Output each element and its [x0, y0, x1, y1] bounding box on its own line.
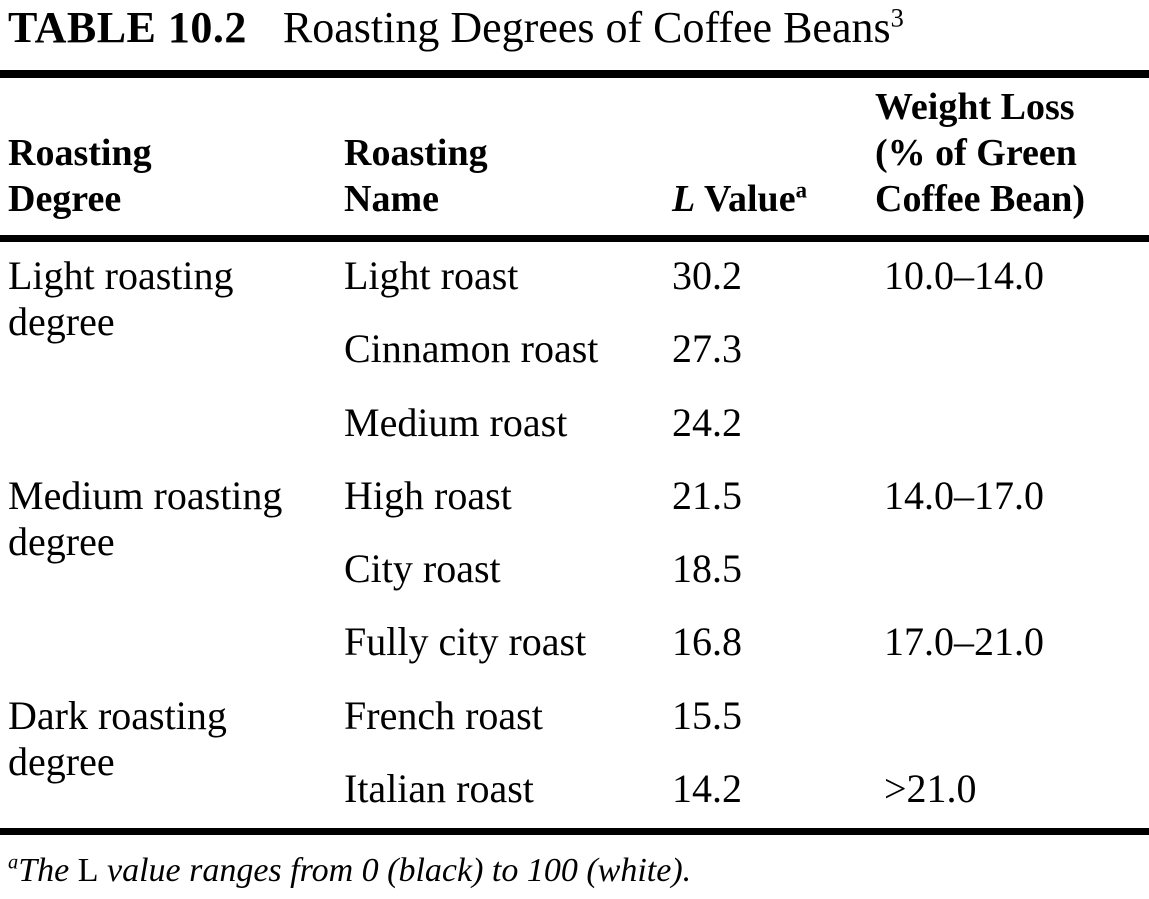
title-superscript: 3 — [890, 2, 904, 33]
cell-degree: Dark roasting degree — [8, 692, 227, 784]
table-body: Light roasting degree Light roast 30.2 1… — [0, 242, 1149, 828]
col-header-roasting-name: Roasting Name — [344, 132, 488, 220]
cell-weight-loss — [875, 315, 1141, 388]
footnote-marker: a — [8, 851, 19, 874]
header-separator-rule — [0, 235, 1149, 242]
col-header-weight-loss: Weight Loss (% of Green Coffee Bean) — [875, 86, 1085, 220]
cell-l-value: 18.5 — [672, 546, 742, 592]
cell-l-value: 14.2 — [672, 766, 742, 812]
cell-l-value: 16.8 — [672, 619, 742, 665]
footnote: aThe L value ranges from 0 (black) to 10… — [8, 850, 691, 892]
cell-weight-loss: 10.0–14.0 — [884, 253, 1044, 298]
cell-weight-loss: 14.0–17.0 — [884, 472, 1044, 518]
cell-degree: Medium roasting degree — [8, 472, 283, 564]
cell-name: French roast — [344, 692, 543, 738]
cell-weight-loss — [875, 682, 1141, 755]
cell-name: Fully city roast — [344, 619, 587, 665]
cell-name: Medium roast — [344, 399, 568, 445]
cell-degree — [8, 608, 344, 681]
cell-degree — [8, 535, 344, 608]
col-header-l-value: L Valuea — [672, 177, 807, 220]
cell-name: Light roast — [344, 253, 519, 298]
cell-name: Italian roast — [344, 766, 534, 812]
cell-weight-loss: 17.0–21.0 — [884, 619, 1044, 665]
bottom-rule — [0, 828, 1149, 835]
cell-name: High roast — [344, 472, 512, 518]
footnote-post-text: value ranges from 0 (black) to 100 (whit… — [106, 852, 692, 889]
table-title: TABLE 10.2 Roasting Degrees of Coffee Bea… — [8, 2, 904, 54]
table-title-label: TABLE 10.2 — [8, 3, 247, 52]
cell-l-value: 24.2 — [672, 399, 742, 445]
cell-degree — [8, 389, 344, 462]
table-title-text: Roasting Degrees of Coffee Beans3 — [282, 2, 904, 52]
col-header-roasting-degree: Roasting Degree — [8, 132, 152, 220]
table-header-row: Roasting Degree Roasting Name L Valuea W… — [0, 78, 1149, 235]
cell-weight-loss — [875, 389, 1141, 462]
footnote-pre-text: The — [18, 852, 70, 889]
cell-degree — [8, 315, 344, 388]
l-symbol: L — [672, 178, 696, 220]
cell-l-value: 21.5 — [672, 472, 742, 518]
cell-l-value: 30.2 — [672, 253, 742, 298]
footnote-l-symbol: L — [77, 852, 99, 889]
cell-weight-loss: >21.0 — [884, 766, 977, 812]
cell-name: City roast — [344, 546, 501, 592]
l-value-footnote-marker: a — [795, 177, 807, 203]
cell-name: Cinnamon roast — [344, 326, 599, 372]
cell-l-value: 27.3 — [672, 326, 742, 372]
cell-degree: Light roasting degree — [8, 253, 234, 344]
top-rule — [0, 70, 1149, 78]
cell-weight-loss — [875, 535, 1141, 608]
cell-l-value: 15.5 — [672, 692, 742, 738]
cell-degree — [8, 755, 344, 828]
